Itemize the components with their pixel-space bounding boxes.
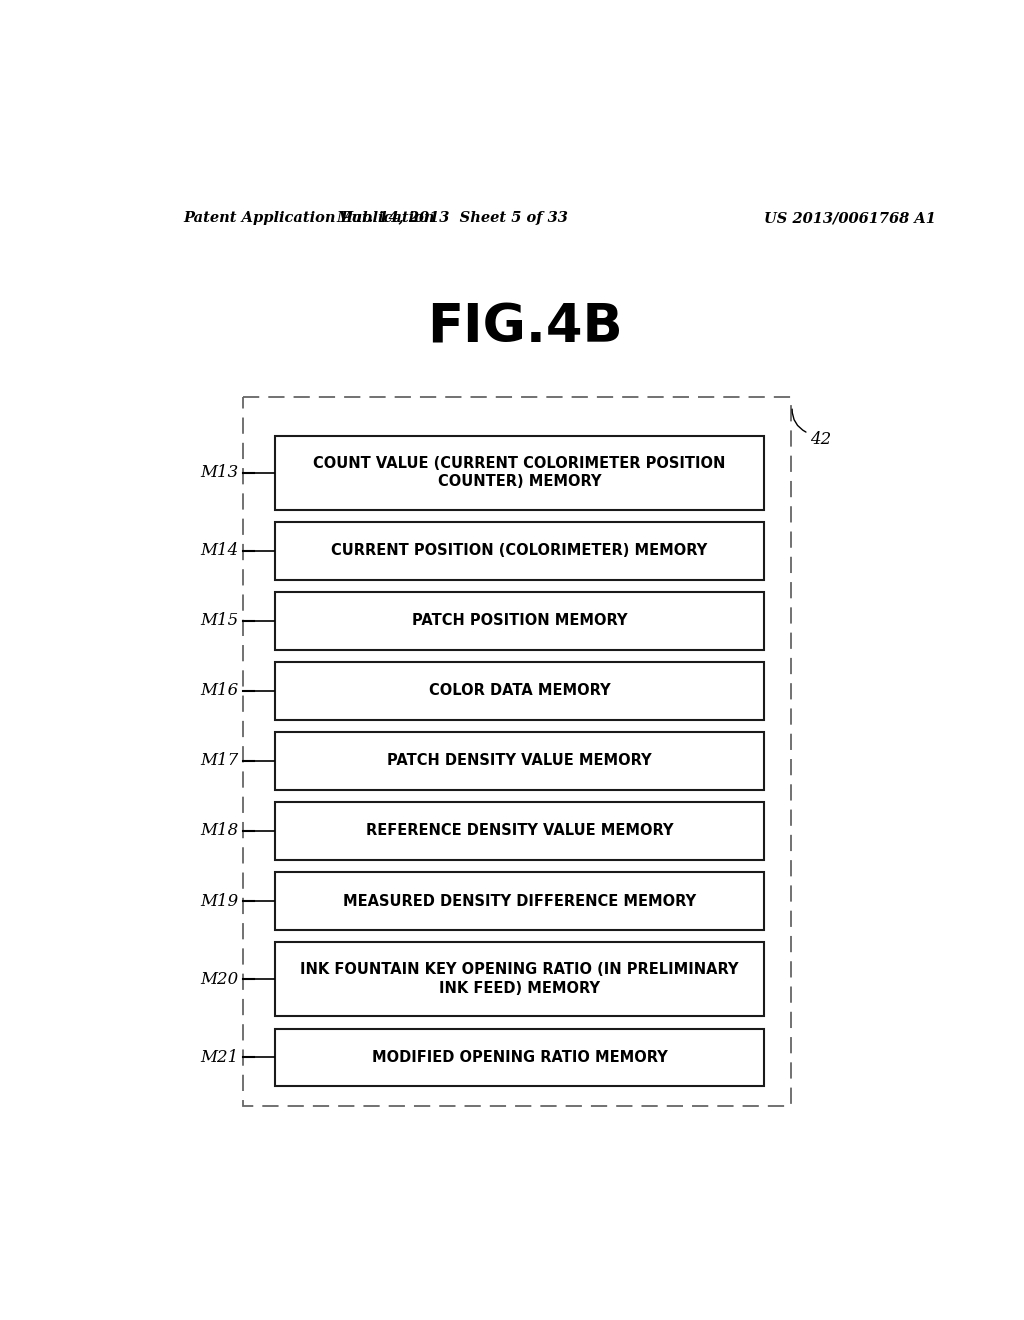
- Text: M13: M13: [200, 465, 238, 480]
- Bar: [275, 873, 764, 929]
- Text: PATCH POSITION MEMORY: PATCH POSITION MEMORY: [412, 614, 627, 628]
- Bar: [275, 663, 764, 719]
- Text: MEASURED DENSITY DIFFERENCE MEMORY: MEASURED DENSITY DIFFERENCE MEMORY: [343, 894, 696, 908]
- Bar: [275, 591, 764, 649]
- Text: FIG.4B: FIG.4B: [427, 302, 623, 354]
- Text: MODIFIED OPENING RATIO MEMORY: MODIFIED OPENING RATIO MEMORY: [372, 1049, 668, 1065]
- Text: REFERENCE DENSITY VALUE MEMORY: REFERENCE DENSITY VALUE MEMORY: [366, 824, 673, 838]
- Text: 42: 42: [810, 430, 831, 447]
- Text: PATCH DENSITY VALUE MEMORY: PATCH DENSITY VALUE MEMORY: [387, 754, 651, 768]
- Bar: [243, 397, 791, 1105]
- Bar: [275, 521, 764, 579]
- Bar: [275, 803, 764, 859]
- Text: M20: M20: [200, 970, 238, 987]
- Text: M18: M18: [200, 822, 238, 840]
- Text: US 2013/0061768 A1: US 2013/0061768 A1: [764, 211, 935, 226]
- Text: COUNT VALUE (CURRENT COLORIMETER POSITION
COUNTER) MEMORY: COUNT VALUE (CURRENT COLORIMETER POSITIO…: [313, 455, 726, 490]
- Text: COLOR DATA MEMORY: COLOR DATA MEMORY: [429, 684, 610, 698]
- Bar: [275, 1028, 764, 1086]
- Bar: [275, 436, 764, 510]
- Text: M16: M16: [200, 682, 238, 700]
- Text: M21: M21: [200, 1049, 238, 1065]
- Text: M17: M17: [200, 752, 238, 770]
- Text: Patent Application Publication: Patent Application Publication: [183, 211, 435, 226]
- Text: CURRENT POSITION (COLORIMETER) MEMORY: CURRENT POSITION (COLORIMETER) MEMORY: [331, 544, 708, 558]
- Text: M14: M14: [200, 543, 238, 560]
- Bar: [275, 942, 764, 1016]
- Text: INK FOUNTAIN KEY OPENING RATIO (IN PRELIMINARY
INK FEED) MEMORY: INK FOUNTAIN KEY OPENING RATIO (IN PRELI…: [300, 962, 738, 997]
- Text: Mar. 14, 2013  Sheet 5 of 33: Mar. 14, 2013 Sheet 5 of 33: [336, 211, 568, 226]
- Text: M15: M15: [200, 612, 238, 630]
- Bar: [275, 733, 764, 789]
- Text: M19: M19: [200, 892, 238, 909]
